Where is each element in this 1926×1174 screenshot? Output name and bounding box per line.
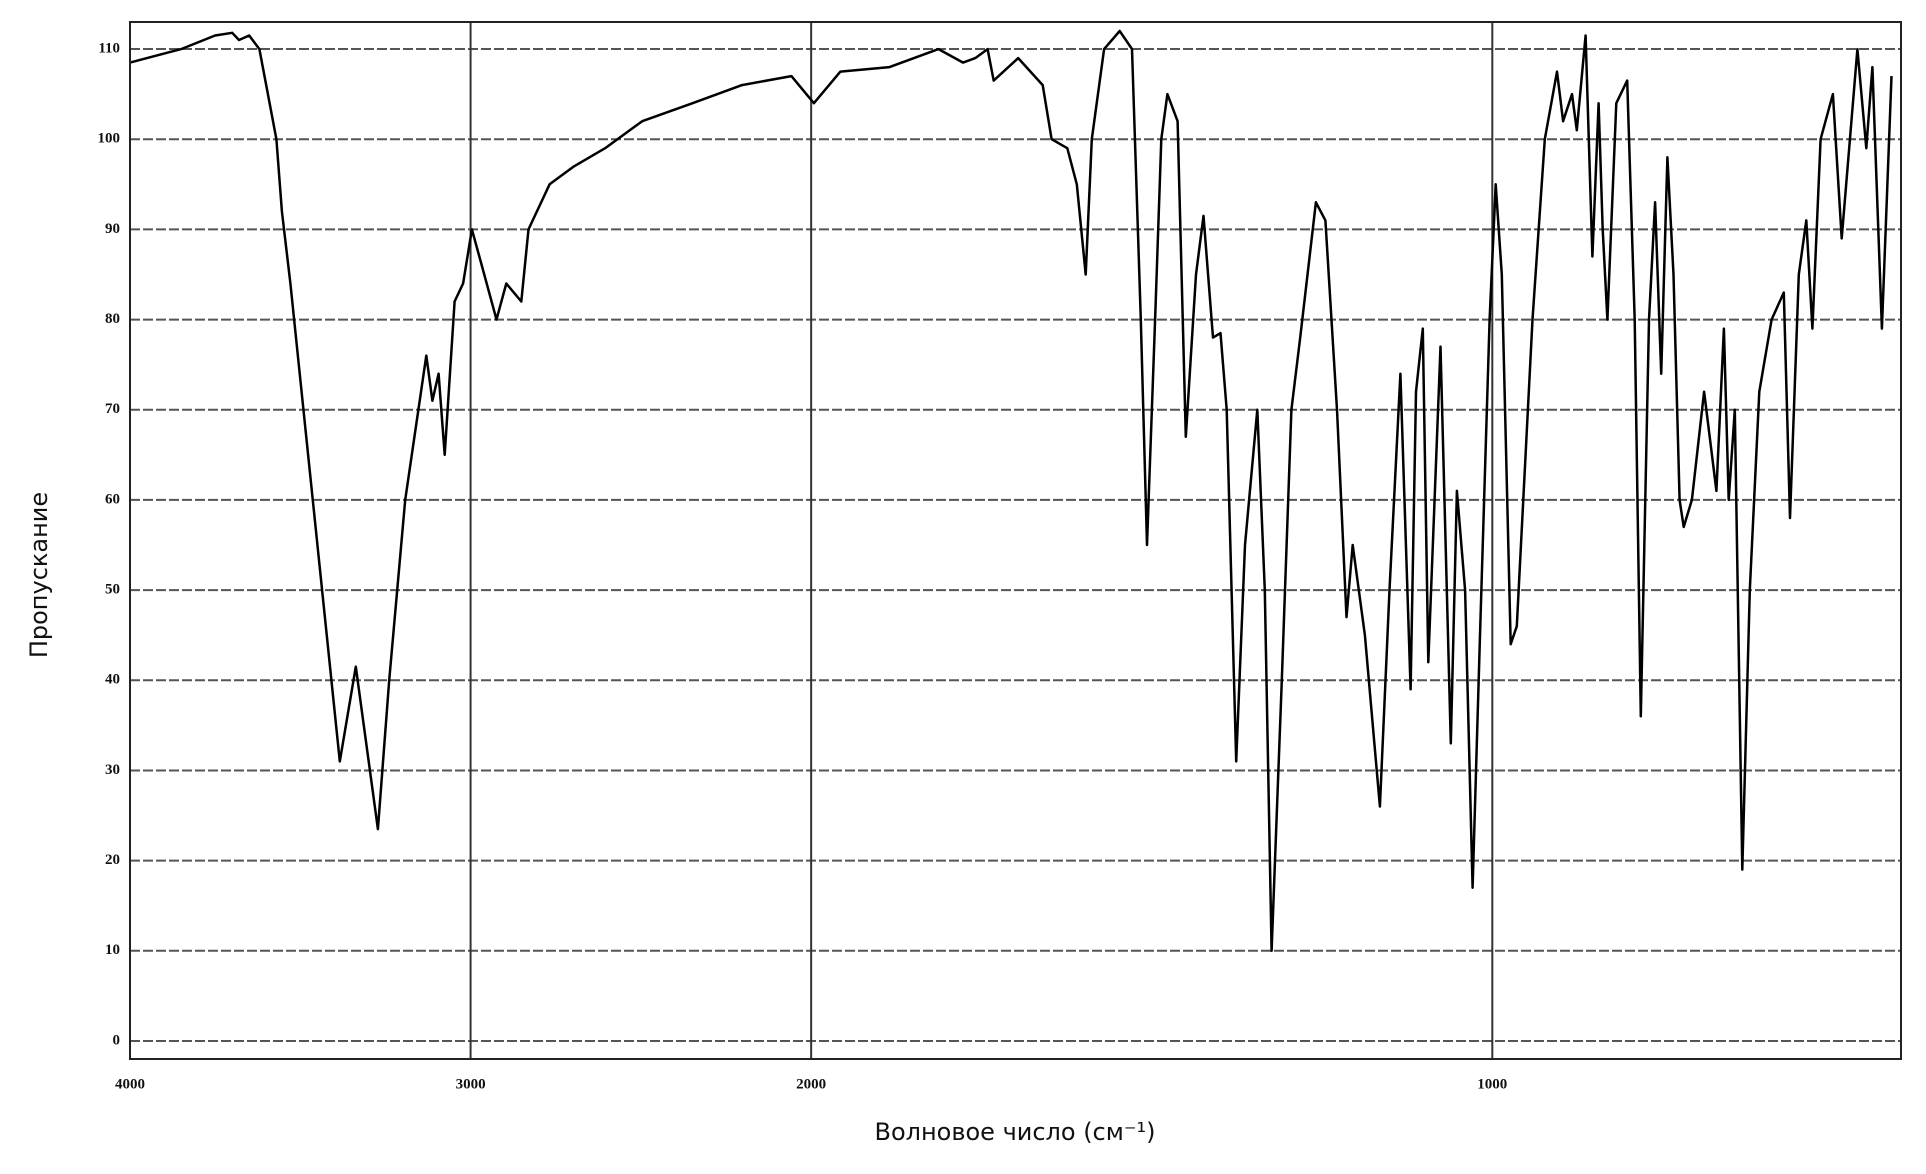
y-tick-label: 10: [105, 942, 120, 958]
spectrum-line: [129, 29, 1893, 953]
y-tick-label: 80: [105, 311, 120, 327]
y-tick-label: 40: [105, 672, 120, 688]
y-tick-label: 110: [98, 40, 120, 56]
x-tick-label: 1000: [1477, 1076, 1507, 1092]
y-axis-title: Пропускание: [25, 492, 53, 658]
y-tick-label: 100: [98, 131, 121, 147]
y-tick-label: 20: [105, 852, 120, 868]
y-tick-label: 60: [105, 491, 120, 507]
plot-frame: [129, 21, 1902, 1060]
x-tick-label: 3000: [456, 1076, 486, 1092]
y-tick-label: 70: [105, 401, 120, 417]
x-tick-label: 2000: [796, 1076, 826, 1092]
plot: [129, 29, 1893, 953]
grid: [129, 22, 1901, 1059]
y-tick-label: 50: [105, 582, 120, 598]
x-tick-label: 4000: [115, 1076, 145, 1092]
x-axis-title: Волновое число (см⁻¹): [874, 1118, 1155, 1146]
y-tick-label: 30: [105, 762, 120, 778]
y-tick-label: 90: [105, 221, 120, 237]
y-tick-label: 0: [113, 1032, 121, 1048]
